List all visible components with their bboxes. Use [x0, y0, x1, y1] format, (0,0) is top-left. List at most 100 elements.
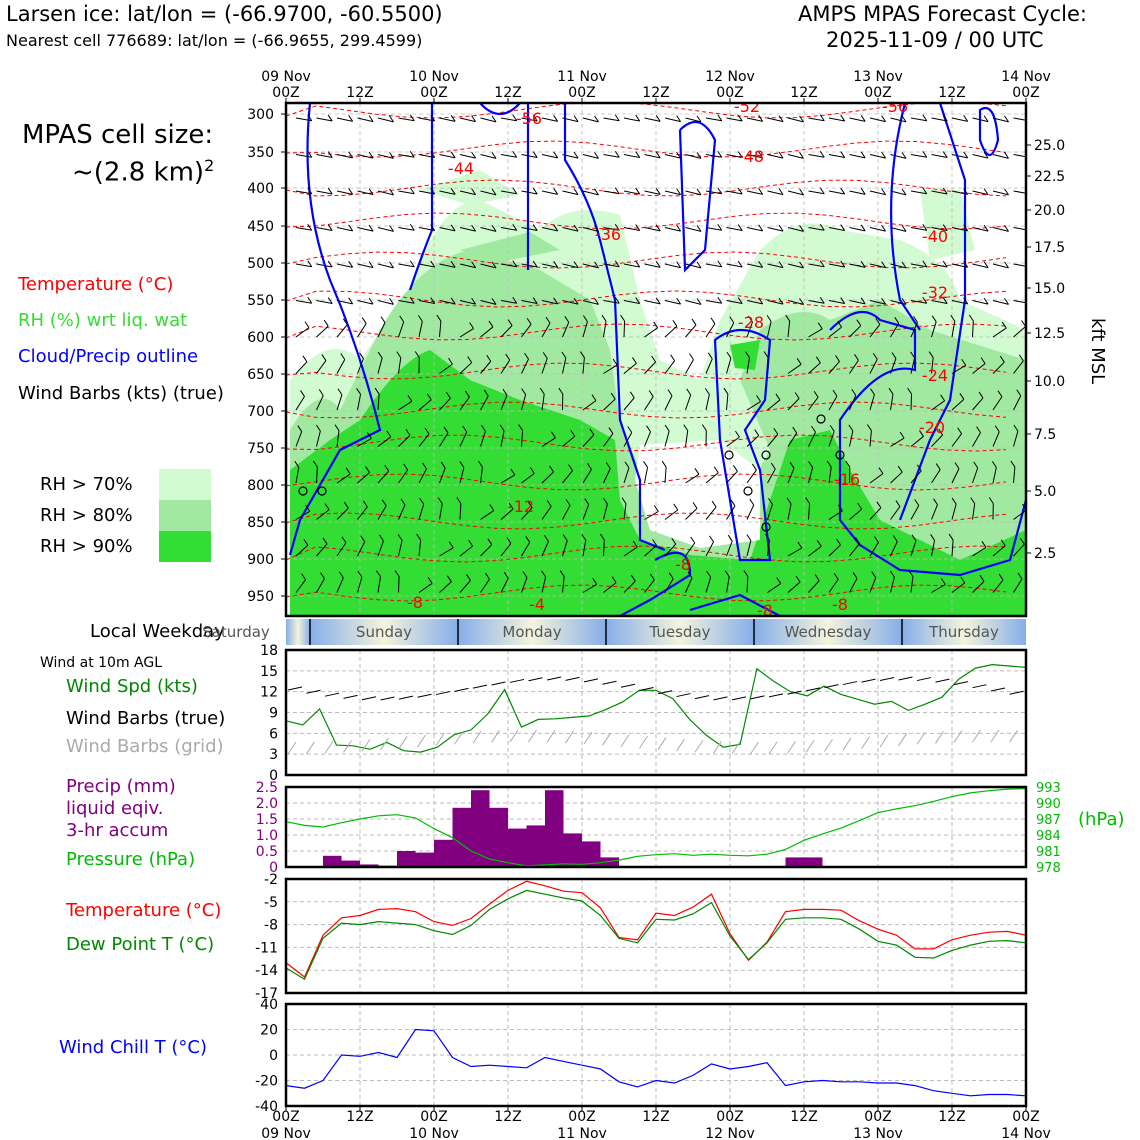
top-hour-label: 00Z	[272, 85, 299, 101]
wind-barb-shaft	[869, 300, 886, 305]
wind-barb-shaft	[295, 300, 312, 304]
wind-barb-shaft	[377, 322, 386, 338]
wind-barb-grid	[343, 740, 352, 753]
wind-barb-flag	[357, 570, 363, 578]
wind-barb-flag	[321, 354, 327, 361]
isotherm-line	[286, 251, 1007, 269]
wind-barb-shaft	[705, 117, 722, 122]
wind-barb-shaft	[459, 154, 476, 159]
wind-barb-shaft	[336, 507, 349, 520]
wind-barb-true	[824, 684, 839, 689]
wind-barb-shaft	[664, 430, 670, 447]
wind-barb-flag	[409, 297, 415, 304]
wind-barb-flag	[655, 297, 661, 305]
bottom-hour-label: 00Z	[420, 1109, 447, 1125]
wind-barb-flag	[852, 572, 858, 579]
wind-barb-shaft	[869, 117, 886, 123]
wind-barb-flag	[414, 351, 420, 358]
wind-barb-flag	[562, 534, 568, 541]
wind-barb-shaft	[541, 576, 547, 593]
wind-barb-shaft	[439, 547, 454, 557]
wind-barb-flag	[795, 575, 801, 583]
wind-barb-shaft	[664, 325, 678, 338]
wind-barb-shaft	[521, 542, 531, 557]
wind-barb-grid	[639, 735, 648, 749]
wind-barb-flag	[1013, 424, 1019, 432]
wind-barb-shaft	[910, 357, 916, 374]
wind-barb-shaft	[767, 504, 773, 520]
wind-barb-flag	[327, 297, 333, 304]
wind-barb-flag	[737, 151, 743, 158]
wind-barb-shaft	[562, 263, 579, 269]
wind-barb-flag	[491, 225, 497, 232]
kft-tick-label: 20.0	[1034, 203, 1065, 219]
wind-barb-flag	[430, 187, 436, 195]
wind-barb-flag	[564, 315, 570, 323]
wind-barb-flag	[881, 151, 887, 159]
wind-barb-flag	[612, 358, 618, 366]
wind-barb-flag	[348, 297, 354, 305]
wind-barb-flag	[627, 426, 633, 433]
precip-bar	[452, 807, 471, 867]
wind-barb-shaft	[500, 359, 511, 374]
wind-barb-shaft	[931, 300, 948, 305]
windchill-panel-tick-label: 20	[260, 1023, 278, 1039]
wind-barb-flag	[717, 260, 723, 268]
wind-barb-true	[454, 687, 469, 692]
wind-barb-flag	[635, 114, 641, 122]
wind-barb-flag	[512, 224, 518, 231]
wind-barb-shaft	[1013, 467, 1016, 484]
wind-barb-flag	[869, 388, 875, 395]
wind-barb-shaft	[644, 227, 661, 232]
wind-barb-flag	[881, 297, 887, 305]
wind-barb-flag	[729, 316, 735, 324]
wind-barb-flag	[568, 464, 573, 471]
wind-barb-shaft	[295, 544, 309, 557]
wind-barb-shaft	[849, 543, 860, 557]
wind-barb-shaft	[849, 154, 866, 159]
wind-barb-shaft	[295, 579, 307, 593]
wind-barb-shaft	[685, 263, 702, 269]
wind-barb-shaft	[808, 396, 819, 411]
wind-barb-true	[676, 693, 691, 698]
precip-bar	[434, 839, 453, 867]
wind-barb-grid	[916, 732, 926, 745]
wind-barb-shaft	[521, 263, 538, 268]
wind-barb-shaft	[459, 117, 476, 123]
wind-barb-shaft	[705, 472, 719, 484]
wind-panel-tick-label: 12	[260, 685, 278, 701]
wind-barb-shaft	[992, 545, 1006, 557]
wind-barb-flag	[361, 317, 367, 324]
wind-barb-flag	[327, 224, 333, 231]
wind-barb-grid	[713, 740, 722, 754]
wind-barb-shaft	[1013, 300, 1026, 304]
wind-barb-flag	[620, 314, 625, 322]
wind-barb-flag	[324, 503, 330, 510]
wind-barb-flag	[872, 352, 878, 360]
wind-barb-shaft	[931, 400, 945, 411]
top-hour-label: 00Z	[864, 85, 891, 101]
wind-barb-shaft	[521, 358, 529, 374]
wind-barb-flag	[997, 390, 1003, 398]
calm-wind-marker	[298, 486, 308, 496]
wind-barb-flag	[529, 467, 535, 474]
isotherm-line	[286, 584, 1007, 602]
wind-barb-flag	[973, 461, 979, 469]
cloud-outline	[689, 593, 781, 616]
wind-barb-flag	[409, 151, 415, 158]
wind-barb-shaft	[849, 430, 854, 447]
wind-barb-flag	[629, 391, 635, 399]
wind-barb-shaft	[828, 263, 845, 268]
wind-barb-shaft	[316, 117, 333, 122]
wind-barb-grid	[398, 736, 408, 749]
precip-panel-tick-label: 0.5	[256, 844, 278, 860]
wind-barb-flag	[488, 320, 494, 328]
wind-barb-grid	[324, 740, 334, 754]
wind-barb-shaft	[480, 117, 497, 123]
precip-bar	[545, 790, 564, 867]
wind-barb-shaft	[582, 190, 599, 196]
wind-barb-shaft	[377, 190, 394, 196]
wind-barb-flag	[448, 357, 453, 365]
wind-barb-shaft	[500, 117, 517, 122]
wind-barb-shaft	[910, 393, 913, 411]
